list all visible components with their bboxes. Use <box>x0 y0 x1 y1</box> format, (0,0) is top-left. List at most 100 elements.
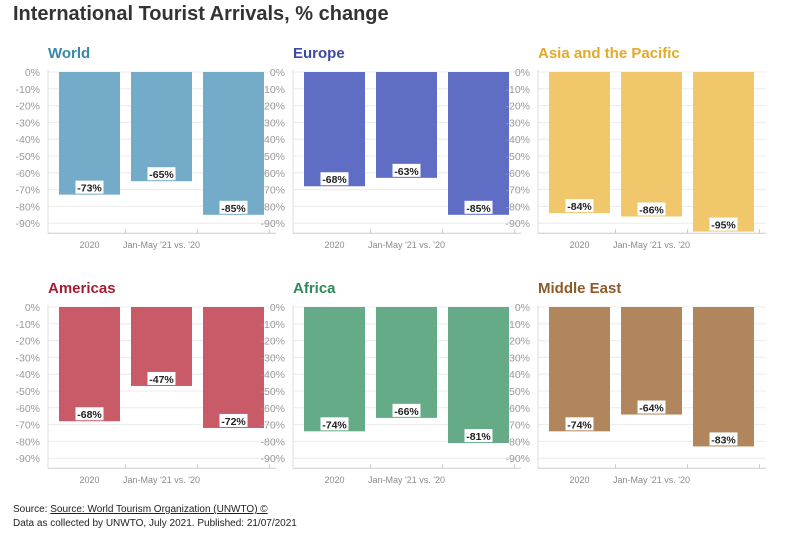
bar <box>693 72 754 232</box>
data-label-bg <box>637 400 666 414</box>
panel-title: Africa <box>293 280 336 297</box>
y-tick-label: -10% <box>15 319 40 331</box>
bar <box>448 72 509 215</box>
data-label: -74% <box>567 419 592 431</box>
page-title: International Tourist Arrivals, % change <box>13 3 389 25</box>
y-tick-label: 0% <box>515 302 530 314</box>
y-tick-label: -20% <box>505 101 530 113</box>
source-note: Source: Source: World Tourism Organizati… <box>13 503 297 531</box>
y-tick-label: -30% <box>505 352 530 364</box>
panel-2: Europe 0% -10% -20% -30% -40% -50% -60% -70% -80%… <box>260 45 521 250</box>
panel-title: Asia and the Pacific <box>538 45 680 62</box>
data-label-bg <box>147 371 176 385</box>
data-label: -86% <box>639 204 664 216</box>
x-tick-label: Jan-May '21 vs. '20 <box>613 240 690 250</box>
data-label-bg <box>464 200 493 214</box>
y-tick-label: -30% <box>260 352 285 364</box>
panel-1: World 0% -10% -20% -30% -40% -50% -60% -70% -80% -… <box>15 45 276 250</box>
y-tick-label: -70% <box>505 420 530 432</box>
panel-6: Middle East 0% -10% -20% -30% -40% -50% -60% -70… <box>505 280 766 485</box>
data-label: -68% <box>322 174 347 186</box>
data-label-bg <box>709 217 738 231</box>
y-tick-label: -20% <box>15 336 40 348</box>
y-tick-label: -70% <box>260 185 285 197</box>
y-tick-label: -50% <box>505 151 530 163</box>
y-tick-label: -40% <box>15 134 40 146</box>
bar <box>203 72 264 215</box>
y-tick-label: -50% <box>15 151 40 163</box>
data-label: -74% <box>322 419 347 431</box>
x-tick-label: Jan-May '21 vs. '20 <box>368 240 445 250</box>
y-tick-label: -40% <box>505 369 530 381</box>
y-tick-label: -10% <box>260 84 285 96</box>
x-tick-label: Jan-May '21 vs. '20 <box>123 475 200 485</box>
y-tick-label: -10% <box>15 84 40 96</box>
small-multiples-chart: World 0% -10% -20% -30% -40% -50% -60% -70% -80% -… <box>15 45 766 485</box>
bar <box>304 72 365 187</box>
source-line-2: Data as collected by UNWTO, July 2021. P… <box>13 518 297 529</box>
data-label: -85% <box>466 203 491 215</box>
y-tick-label: -60% <box>260 403 285 415</box>
bar <box>376 307 437 418</box>
bar <box>549 72 610 214</box>
y-tick-label: -80% <box>15 436 40 448</box>
bar <box>376 72 437 178</box>
y-tick-label: -20% <box>15 101 40 113</box>
panel-4: Americas 0% -10% -20% -30% -40% -50% -60% -70% -8… <box>15 280 276 485</box>
data-label-bg <box>709 432 738 446</box>
y-tick-label: -70% <box>260 420 285 432</box>
panel-5: Africa 0% -10% -20% -30% -40% -50% -60% -70% -80%… <box>260 280 521 485</box>
y-tick-label: -50% <box>260 386 285 398</box>
x-tick-label: 2020 <box>569 475 589 485</box>
data-label-bg <box>565 417 594 431</box>
data-label: -64% <box>639 403 664 415</box>
y-tick-label: -30% <box>15 352 40 364</box>
data-label-bg <box>320 417 349 431</box>
bar <box>549 307 610 432</box>
y-tick-label: -80% <box>260 436 285 448</box>
data-label-bg <box>320 172 349 186</box>
y-tick-label: 0% <box>270 302 285 314</box>
y-tick-label: -80% <box>505 201 530 213</box>
y-tick-label: -30% <box>260 117 285 129</box>
panel-3: Asia and the Pacific 0% -10% -20% -30% -40% -5… <box>505 45 766 250</box>
data-label-bg <box>75 180 104 194</box>
data-label: -85% <box>221 203 246 215</box>
data-label-bg <box>219 413 248 427</box>
y-tick-label: -90% <box>15 453 40 465</box>
y-tick-label: 0% <box>25 302 40 314</box>
y-tick-label: -90% <box>505 453 530 465</box>
y-tick-label: -90% <box>260 453 285 465</box>
data-label: -63% <box>394 166 419 178</box>
x-tick-label: Jan-May '21 vs. '20 <box>368 475 445 485</box>
bar <box>131 72 192 182</box>
data-label: -65% <box>149 169 174 181</box>
bar <box>203 307 264 428</box>
y-tick-label: -50% <box>15 386 40 398</box>
data-label: -84% <box>567 201 592 213</box>
data-label-bg <box>392 403 421 417</box>
y-tick-label: -30% <box>15 117 40 129</box>
y-tick-label: -80% <box>260 201 285 213</box>
x-tick-label: 2020 <box>79 240 99 250</box>
y-tick-label: -70% <box>505 185 530 197</box>
y-tick-label: -60% <box>505 403 530 415</box>
data-label: -95% <box>711 220 736 232</box>
data-label-bg <box>392 163 421 177</box>
bar <box>448 307 509 444</box>
data-label: -83% <box>711 434 736 446</box>
y-tick-label: -80% <box>15 201 40 213</box>
bar <box>304 307 365 432</box>
data-label: -81% <box>466 431 491 443</box>
y-tick-label: -90% <box>260 218 285 230</box>
bar <box>621 307 682 415</box>
y-tick-label: 0% <box>270 67 285 79</box>
source-link[interactable]: Source: World Tourism Organization (UNWT… <box>50 504 268 515</box>
y-tick-label: -50% <box>260 151 285 163</box>
y-tick-label: -40% <box>260 369 285 381</box>
y-tick-label: -20% <box>505 336 530 348</box>
panel-title: World <box>48 45 90 62</box>
x-tick-label: Jan-May '21 vs. '20 <box>613 475 690 485</box>
data-label-bg <box>464 429 493 443</box>
data-label-bg <box>565 199 594 213</box>
